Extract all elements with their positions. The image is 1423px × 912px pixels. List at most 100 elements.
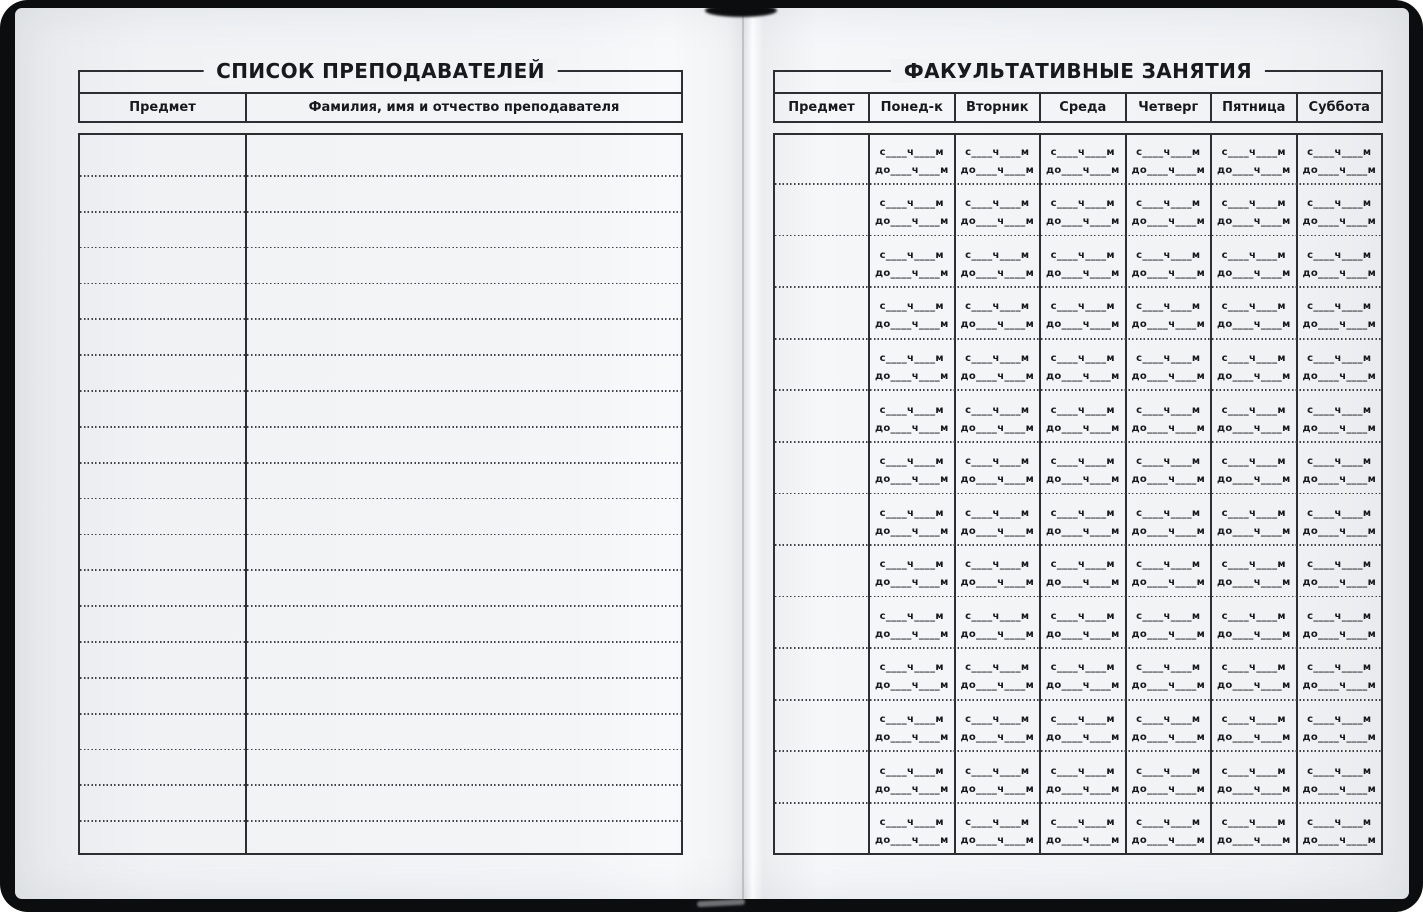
time-to: до____ч____м: [1302, 783, 1377, 795]
time-from: с____ч____м: [1050, 301, 1115, 313]
time-to: до____ч____м: [1045, 628, 1120, 640]
time-to: до____ч____м: [1216, 267, 1291, 279]
time-slot-cell: с____ч____м до____ч____м: [870, 651, 954, 703]
time-slot-cell: с____ч____м до____ч____м: [1298, 187, 1382, 239]
time-from: с____ч____м: [1221, 662, 1286, 674]
electives-header-subject: Предмет: [788, 100, 855, 115]
time-slot-cell: с____ч____м до____ч____м: [1212, 135, 1296, 187]
time-from: с____ч____м: [879, 713, 944, 725]
time-from: с____ч____м: [1307, 146, 1372, 158]
time-from: с____ч____м: [1136, 713, 1201, 725]
time-from: с____ч____м: [1136, 507, 1201, 519]
time-from: с____ч____м: [1307, 817, 1372, 829]
time-from: с____ч____м: [965, 146, 1030, 158]
time-to: до____ч____м: [1302, 525, 1377, 537]
teachers-table-body: [78, 133, 683, 855]
time-from: с____ч____м: [879, 301, 944, 313]
time-slot-cell: с____ч____м до____ч____м: [1041, 548, 1125, 600]
row-separator: [775, 750, 1381, 753]
time-slot-cell: с____ч____м до____ч____м: [1127, 290, 1211, 342]
time-from: с____ч____м: [1136, 146, 1201, 158]
time-slot-cell: с____ч____м до____ч____м: [1298, 651, 1382, 703]
electives-table-body: с____ч____м до____ч____м с____ч____м до____…: [773, 133, 1383, 855]
row-separator: [775, 544, 1381, 546]
time-to: до____ч____м: [1131, 422, 1206, 434]
time-to: до____ч____м: [1216, 835, 1291, 847]
time-to: до____ч____м: [1131, 835, 1206, 847]
time-to: до____ч____м: [1131, 216, 1206, 228]
time-from: с____ч____м: [1307, 456, 1372, 468]
time-slot-cell: с____ч____м до____ч____м: [1127, 444, 1211, 496]
time-from: с____ч____м: [965, 713, 1030, 725]
time-from: с____ч____м: [1221, 559, 1286, 571]
time-slot-cell: с____ч____м до____ч____м: [1212, 599, 1296, 651]
time-slot-cell: с____ч____м до____ч____м: [1127, 548, 1211, 600]
time-from: с____ч____м: [1050, 662, 1115, 674]
time-from: с____ч____м: [879, 404, 944, 416]
time-slot-cell: с____ч____м до____ч____м: [1298, 754, 1382, 806]
time-from: с____ч____м: [1307, 301, 1372, 313]
time-to: до____ч____м: [1131, 783, 1206, 795]
time-from: с____ч____м: [1050, 765, 1115, 777]
page-fold-edge: [742, 8, 744, 899]
time-to: до____ч____м: [960, 628, 1035, 640]
time-slot-cell: с____ч____м до____ч____м: [956, 393, 1040, 445]
time-from: с____ч____м: [1307, 610, 1372, 622]
time-to: до____ч____м: [1302, 267, 1377, 279]
time-from: с____ч____м: [965, 610, 1030, 622]
row-separator: [775, 492, 1381, 495]
electives-title: ФАКУЛЬТАТИВНЫЕ ЗАНЯТИЯ: [890, 59, 1266, 83]
time-slot-cell: с____ч____м до____ч____м: [870, 702, 954, 754]
time-slot-cell: с____ч____м до____ч____м: [1298, 393, 1382, 445]
teachers-header-name: Фамилия, имя и отчество преподавателя: [308, 100, 620, 115]
time-slot-cell: с____ч____м до____ч____м: [870, 496, 954, 548]
time-to: до____ч____м: [1216, 422, 1291, 434]
time-slot-cell: с____ч____м до____ч____м: [956, 290, 1040, 342]
time-slot-cell: с____ч____м до____ч____м: [870, 135, 954, 187]
time-to: до____ч____м: [874, 319, 949, 331]
time-slot-cell: с____ч____м до____ч____м: [1212, 651, 1296, 703]
time-slot-cell: с____ч____м до____ч____м: [1212, 702, 1296, 754]
time-slot-cell: с____ч____м до____ч____м: [1212, 496, 1296, 548]
time-slot-cell: с____ч____м до____ч____м: [956, 651, 1040, 703]
row-separator: [775, 698, 1381, 701]
time-to: до____ч____м: [1302, 371, 1377, 383]
time-to: до____ч____м: [1302, 680, 1377, 692]
time-from: с____ч____м: [1050, 713, 1115, 725]
time-slot-cell: с____ч____м до____ч____м: [1212, 444, 1296, 496]
time-slot-cell: с____ч____м до____ч____м: [1298, 135, 1382, 187]
time-slot-cell: с____ч____м до____ч____м: [1127, 341, 1211, 393]
time-from: с____ч____м: [965, 559, 1030, 571]
ruled-line: [80, 569, 681, 572]
time-from: с____ч____м: [1221, 507, 1286, 519]
time-to: до____ч____м: [1045, 164, 1120, 176]
time-from: с____ч____м: [1307, 353, 1372, 365]
time-from: с____ч____м: [1307, 198, 1372, 210]
time-from: с____ч____м: [965, 456, 1030, 468]
time-to: до____ч____м: [960, 422, 1035, 434]
time-slot-cell: с____ч____м до____ч____м: [1298, 702, 1382, 754]
time-slot-cell: с____ч____м до____ч____м: [956, 444, 1040, 496]
electives-header-day-5: Пятница: [1210, 94, 1296, 121]
time-to: до____ч____м: [960, 474, 1035, 486]
time-from: с____ч____м: [1221, 610, 1286, 622]
time-to: до____ч____м: [960, 680, 1035, 692]
time-from: с____ч____м: [879, 765, 944, 777]
time-slot-cell: с____ч____м до____ч____м: [1127, 393, 1211, 445]
time-slot-cell: с____ч____м до____ч____м: [1212, 393, 1296, 445]
row-separator: [775, 647, 1381, 649]
time-to: до____ч____м: [1131, 577, 1206, 589]
time-slot-cell: с____ч____м до____ч____м: [1127, 651, 1211, 703]
time-to: до____ч____м: [1302, 216, 1377, 228]
ruled-line: [80, 712, 681, 715]
time-to: до____ч____м: [874, 474, 949, 486]
time-to: до____ч____м: [1045, 371, 1120, 383]
time-slot-cell: с____ч____м до____ч____м: [1041, 238, 1125, 290]
time-to: до____ч____м: [960, 835, 1035, 847]
time-from: с____ч____м: [879, 662, 944, 674]
time-to: до____ч____м: [1131, 474, 1206, 486]
electives-header-day-4: Четверг: [1124, 94, 1211, 121]
time-slot-cell: с____ч____м до____ч____м: [1041, 187, 1125, 239]
time-from: с____ч____м: [1221, 817, 1286, 829]
time-from: с____ч____м: [879, 353, 944, 365]
